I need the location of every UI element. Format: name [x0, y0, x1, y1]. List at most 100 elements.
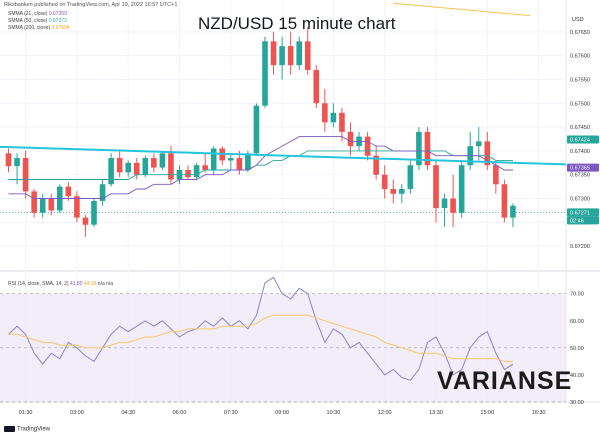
- candle-body: [14, 158, 20, 167]
- price-tick-label: 0.67650: [570, 30, 590, 36]
- candle-body: [313, 69, 320, 104]
- time-tick-label: 10:30: [327, 410, 341, 416]
- trendline: [0, 145, 567, 166]
- rsi-tick-label: 50.00: [570, 346, 584, 352]
- candle-body: [202, 165, 208, 170]
- candle-body: [108, 158, 114, 185]
- candle-body: [185, 169, 191, 178]
- rsi-tick-label: 60.00: [570, 319, 584, 325]
- price-tick-label: 0.67550: [570, 77, 590, 83]
- time-tick-label: 16:30: [532, 410, 546, 416]
- candle-body: [22, 158, 29, 192]
- legend-sma21-value: 0.67359: [48, 11, 67, 17]
- time-tick-label: 01:30: [19, 410, 33, 416]
- legend-sma21: SMMA (21, close) 0.67359: [8, 11, 67, 17]
- legend-sma21-label: SMMA (21, close): [8, 11, 48, 17]
- candle-body: [133, 162, 140, 175]
- axes: 01:30 03:00 04:30 06:00 07:30 09:00 10:30 12:00…: [19, 17, 599, 416]
- rsi-legend-label: RSI (14, close, SMA, 14, 2): [8, 281, 69, 287]
- time-tick-label: 12:00: [378, 410, 392, 416]
- candle-body: [296, 41, 302, 66]
- price-tick-label: 0.67350: [570, 173, 590, 179]
- candle-body: [125, 162, 131, 173]
- candle-body: [151, 158, 157, 168]
- time-tick-label: 15:00: [480, 410, 494, 416]
- candle-body: [74, 196, 80, 218]
- time-tick-label: 04:30: [121, 410, 135, 416]
- legend-sma50-label: SMMA (50, close): [8, 18, 48, 24]
- legend-sma50-value: 0.67372: [48, 18, 67, 24]
- candle-body: [39, 198, 46, 213]
- legend-sma200-value: 0.67684: [51, 25, 70, 31]
- candle-body: [5, 153, 12, 167]
- rsi-legend-extra: n/a n/a: [97, 281, 114, 287]
- candle-body: [65, 186, 72, 197]
- currency-label: USD: [572, 17, 584, 23]
- candle-body: [407, 165, 414, 190]
- candle-body: [287, 46, 294, 66]
- candle-body: [31, 191, 37, 213]
- candle-body: [339, 112, 345, 132]
- candle-body: [347, 131, 354, 147]
- price-tick-label: 0.67400: [570, 149, 590, 155]
- candle-body: [424, 131, 431, 166]
- price-badge: [567, 163, 599, 172]
- candle-body: [48, 198, 55, 211]
- candle-body: [381, 174, 388, 190]
- rsi-legend: RSI (14, close, SMA, 14, 2) 41.80 44.39 …: [8, 281, 113, 287]
- legend-sma200-label: SMMA (200, close): [8, 25, 51, 31]
- price-badge: [567, 135, 599, 144]
- candle-body: [262, 41, 268, 106]
- rsi-ma-line: [8, 314, 513, 362]
- price-tick-label: 0.67200: [570, 244, 590, 250]
- price-badge-label: 02:46: [570, 218, 584, 224]
- candle-body: [99, 184, 106, 201]
- tradingview-footer-label: TradingView: [17, 426, 51, 433]
- candle-body: [142, 158, 149, 175]
- rsi-legend-ma: 44.39: [83, 281, 97, 287]
- publisher-line: Riksbanken published on TradingView.com,…: [4, 2, 178, 8]
- candle-body: [399, 189, 405, 194]
- legend-sma50: SMMA (50, close) 0.67372: [8, 18, 67, 24]
- candle-body: [270, 41, 277, 66]
- price-badge: [567, 216, 599, 225]
- rsi-panel: [0, 276, 566, 403]
- rsi-legend-value: 41.80: [69, 281, 83, 287]
- candle-body: [116, 158, 123, 173]
- candle-body: [475, 141, 482, 147]
- candle-body: [441, 198, 448, 209]
- price-badge-label: 0.67271: [570, 210, 590, 216]
- tradingview-footer: TradingView: [4, 426, 50, 433]
- time-tick-label: 03:00: [70, 410, 84, 416]
- candle-body: [493, 165, 499, 185]
- candle-body: [82, 217, 89, 225]
- price-tick-label: 0.67300: [570, 197, 590, 203]
- sma21-line: [8, 136, 513, 199]
- price-badge-label: 0.67424: [570, 137, 590, 143]
- candle-body: [279, 46, 285, 66]
- price-badge-label: 0.67365: [570, 166, 590, 172]
- price-tick-label: 0.67600: [570, 54, 590, 60]
- price-badge: [567, 208, 599, 217]
- candle-body: [450, 198, 456, 213]
- candle-body: [304, 41, 311, 70]
- time-tick-label: 09:00: [275, 410, 289, 416]
- price-tick-label: 0.67450: [570, 125, 590, 131]
- candle-body: [390, 189, 397, 194]
- time-tick-label: 07:30: [224, 410, 238, 416]
- candle-body: [364, 136, 371, 156]
- candle-body: [193, 165, 200, 178]
- price-tick-label: 0.67500: [570, 101, 590, 107]
- price-panel: [0, 2, 567, 237]
- candle-body: [322, 103, 328, 123]
- candle-body: [210, 148, 217, 170]
- candle-body: [245, 153, 251, 170]
- legend-sma200: SMMA (200, close) 0.67684: [8, 25, 70, 31]
- candle-body: [433, 165, 439, 209]
- candle-body: [253, 105, 260, 154]
- candle-body: [501, 184, 508, 218]
- candle-body: [458, 165, 465, 213]
- time-tick-label: 13:30: [429, 410, 443, 416]
- candle-body: [168, 153, 174, 180]
